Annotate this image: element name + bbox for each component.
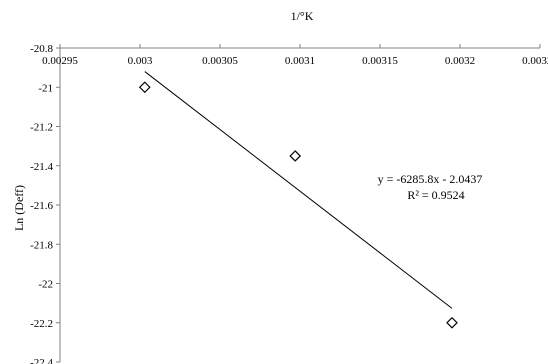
y-tick-label: -22.4 [30, 357, 53, 364]
y-tick-label: -21 [38, 82, 53, 94]
y-tick-label: -22 [38, 279, 53, 291]
y-axis-title: Ln (Deff) [12, 185, 26, 231]
trendline [144, 71, 453, 309]
x-tick-label: 0.00305 [202, 55, 238, 67]
y-tick-label: -21.8 [30, 239, 53, 251]
trendline-equation: y = -6285.8x - 2.0437 [378, 172, 483, 186]
trendline-r-squared: R² = 0.9524 [407, 188, 464, 202]
y-tick-label: -21.2 [30, 122, 53, 134]
x-tick-label: 0.00325 [522, 55, 548, 67]
x-tick-label: 0.00295 [42, 55, 78, 67]
data-point [289, 150, 302, 162]
x-axis-title: 1/°K [291, 9, 314, 23]
y-tick-label: -21.6 [30, 200, 53, 212]
data-point [446, 316, 458, 329]
x-tick-label: 0.00315 [362, 55, 398, 67]
y-tick-label: -22.2 [30, 318, 53, 330]
data-point [138, 81, 151, 94]
y-tick-label: -20.8 [30, 43, 53, 55]
x-tick-label: 0.0032 [445, 55, 475, 67]
x-tick-label: 0.003 [128, 55, 153, 67]
x-tick-label: 0.0031 [285, 55, 315, 67]
y-tick-label: -21.4 [30, 161, 53, 173]
plot-area [59, 47, 540, 362]
